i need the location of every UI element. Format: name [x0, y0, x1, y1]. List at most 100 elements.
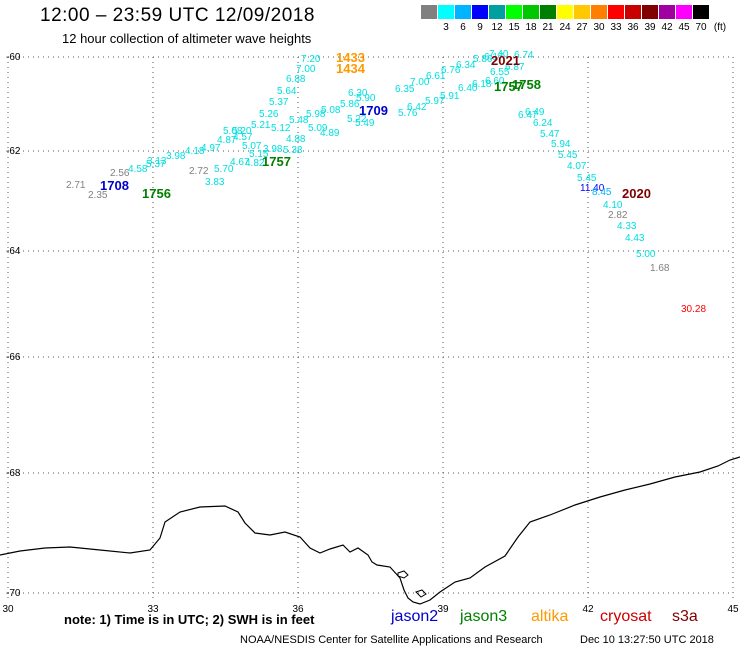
- wave-height-labels: 7.207.006.885.645.375.265.21 5.125.485.98…: [66, 49, 706, 315]
- wave-height-value: 5.64: [277, 86, 297, 97]
- wave-height-value: 5.45: [558, 150, 578, 161]
- legend-label: 6: [460, 22, 466, 33]
- wave-height-value: 2.72: [189, 166, 209, 177]
- wave-height-value: 5.22: [347, 114, 367, 125]
- pass-time-label: 2021: [491, 53, 520, 68]
- wave-height-value: 5.97: [425, 96, 445, 107]
- legend-label: 18: [525, 22, 537, 33]
- latitude-label: -62: [6, 146, 21, 157]
- wave-height-value: 6.17: [484, 52, 504, 63]
- legend-swatch: [574, 5, 590, 19]
- wave-height-value: 5.21: [251, 120, 271, 131]
- antarctic-coastline: [0, 456, 740, 605]
- wave-height-value: 3.13: [147, 156, 167, 167]
- longitude-label: 36: [292, 604, 304, 615]
- wave-height-value: 5.76: [398, 108, 418, 119]
- wave-height-value: 2.56: [110, 168, 130, 179]
- wave-height-value: 4.87: [217, 135, 237, 146]
- legend-label: 9: [477, 22, 483, 33]
- wave-height-value: 5.90: [356, 93, 376, 104]
- wave-height-value: 5.70: [214, 164, 234, 175]
- legend-swatch: [557, 5, 573, 19]
- legend-swatch: [676, 5, 692, 19]
- wave-height-value: 5.98: [306, 109, 326, 120]
- wave-height-value: 3.83: [205, 177, 225, 188]
- legend-label: 24: [559, 22, 571, 33]
- wave-height-value: 5.26: [259, 109, 279, 120]
- latitude-label: -70: [6, 588, 21, 599]
- latitude-label: -60: [6, 52, 21, 63]
- wave-height-value: 6.34: [456, 60, 476, 71]
- pass-time-label: 2020: [622, 186, 651, 201]
- pass-time-label: 1434: [336, 61, 366, 76]
- map-title: 12:00 – 23:59 UTC 12/09/2018: [40, 5, 315, 26]
- wave-height-value: 6.35: [395, 84, 415, 95]
- wave-height-value: 2.71: [66, 180, 86, 191]
- wave-height-value: 7.00: [296, 64, 316, 75]
- wave-height-value: 6.49: [525, 107, 545, 118]
- latitude-label: -64: [6, 246, 21, 257]
- coastline-islet: [415, 589, 427, 598]
- legend-label: 33: [610, 22, 622, 33]
- wave-height-value: 4.89: [320, 128, 340, 139]
- legend-swatch: [455, 5, 471, 19]
- wave-height-value: 7.40: [489, 49, 509, 60]
- legend-swatch: [523, 5, 539, 19]
- wave-height-value: 6.74: [514, 50, 534, 61]
- wave-height-value: 7.00: [410, 77, 430, 88]
- wave-height-value: 5.15: [249, 149, 269, 160]
- pass-time-label: 1757: [262, 154, 291, 169]
- wave-height-value: 5.37: [269, 97, 289, 108]
- legend-label: 45: [678, 22, 690, 33]
- footer-credit: NOAA/NESDIS Center for Satellite Applica…: [240, 634, 543, 646]
- longitude-label: 30: [2, 604, 14, 615]
- satellite-label-altika: altika: [531, 608, 569, 625]
- wave-height-value: 5.07: [242, 141, 262, 152]
- legend-label: 15: [508, 22, 520, 33]
- wave-height-value: 5.94: [551, 139, 571, 150]
- wave-height-value: 4.88: [286, 134, 306, 145]
- longitude-label: 45: [727, 604, 739, 615]
- wave-height-value: 6.47: [518, 110, 538, 121]
- legend-swatch: [489, 5, 505, 19]
- pass-time-label: 1433: [336, 50, 365, 65]
- map-subtitle: 12 hour collection of altimeter wave hei…: [62, 31, 312, 46]
- wave-height-value: 6.88: [286, 74, 306, 85]
- pass-time-label: 1758: [512, 77, 541, 92]
- legend-label: 39: [644, 22, 656, 33]
- wave-height-value: 1.68: [650, 263, 670, 274]
- legend-label: 27: [576, 22, 588, 33]
- wave-height-value: 6.55: [490, 67, 510, 78]
- wave-height-value: 4.57: [233, 132, 253, 143]
- wave-height-value: 6.60: [485, 76, 505, 87]
- wave-height-value: 4.07: [567, 161, 587, 172]
- wave-height-value: 5.00: [636, 249, 656, 260]
- wave-height-value: 5.47: [540, 129, 560, 140]
- satellite-label-jason2: jason2: [391, 608, 439, 625]
- wave-height-value: 30.28: [681, 304, 706, 315]
- lat-lon-grid: -60 -62 -64 -66 -68 -70 30 33 36 39 42 45: [2, 52, 739, 615]
- wave-height-value: 6.76: [441, 65, 461, 76]
- units-note: note: 1) Time is in UTC; 2) SWH is in fe…: [64, 612, 315, 627]
- legend-swatch: [659, 5, 675, 19]
- legend-swatch: [642, 5, 658, 19]
- wave-height-value: 5.86: [340, 99, 360, 110]
- wave-height-value: 6.40: [458, 83, 478, 94]
- legend-swatch: [608, 5, 624, 19]
- legend-swatch: [591, 5, 607, 19]
- pass-time-label: 1756: [142, 186, 171, 201]
- wave-height-value: 7.20: [301, 54, 321, 65]
- wave-height-value: 3.98: [166, 151, 186, 162]
- legend-swatch: [693, 5, 709, 19]
- wave-height-value: 5.20: [232, 126, 252, 137]
- legend-label: 3: [443, 22, 449, 33]
- wave-height-value: 5.86: [473, 54, 493, 65]
- wave-height-value: 5.49: [355, 118, 375, 129]
- pass-time-label: 1708: [100, 178, 129, 193]
- legend-swatch: [506, 5, 522, 19]
- wave-height-value: 3.98: [263, 144, 283, 155]
- wave-height-value: 4.43: [625, 233, 645, 244]
- wave-height-value: 4.18: [185, 146, 205, 157]
- wave-height-value: 5.48: [289, 115, 309, 126]
